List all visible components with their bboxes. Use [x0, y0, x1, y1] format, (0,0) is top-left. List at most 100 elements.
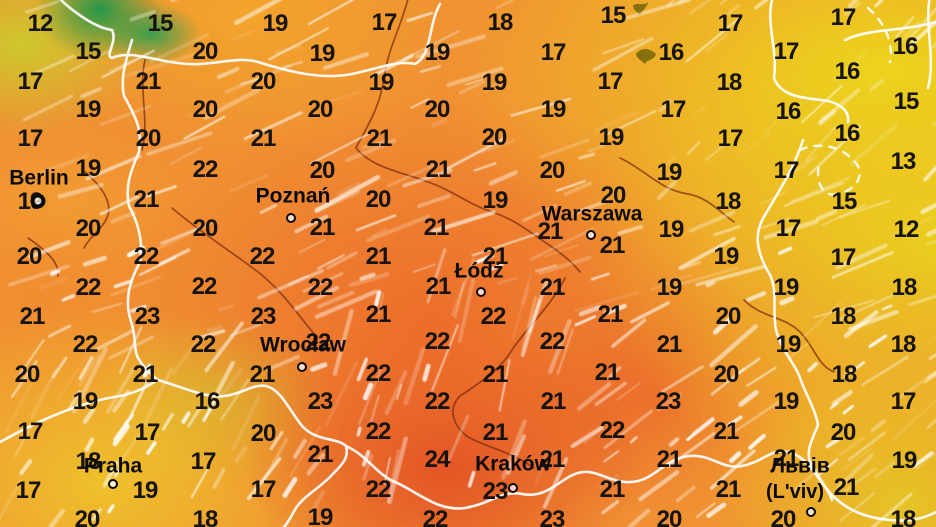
temp-label: 19: [307, 504, 334, 527]
temp-label: 22: [190, 331, 217, 358]
city-label: Wrocław: [260, 333, 346, 357]
temp-label: 21: [773, 445, 800, 472]
temp-label: 17: [775, 215, 802, 242]
temp-label: 18: [891, 274, 918, 301]
temp-label: 16: [892, 33, 919, 60]
temp-label: 22: [72, 331, 99, 358]
temp-label: 18: [830, 303, 857, 330]
temp-label: 17: [250, 476, 277, 503]
temp-label: 18: [831, 361, 858, 388]
temp-label: 17: [717, 10, 744, 37]
temp-label: 19: [482, 187, 509, 214]
city-label: Warszawa: [541, 202, 643, 226]
temp-label: 17: [540, 39, 567, 66]
temp-label: 23: [307, 388, 334, 415]
temp-label: 22: [365, 418, 392, 445]
temp-label: 20: [713, 361, 740, 388]
city-label: Львів: [770, 454, 830, 478]
temp-label: 20: [770, 506, 797, 527]
temp-label: 17: [890, 388, 917, 415]
city-label: Łódź: [454, 259, 504, 283]
temp-label: 21: [135, 68, 162, 95]
temp-label: 21: [366, 125, 393, 152]
temp-label: 19: [891, 447, 918, 474]
temp-label: 21: [833, 474, 860, 501]
temp-label: 16: [194, 388, 221, 415]
temp-label: 19: [773, 274, 800, 301]
temp-label: 18: [890, 331, 917, 358]
temp-label: 17: [830, 4, 857, 31]
temp-label: 21: [307, 441, 334, 468]
temp-label: 21: [482, 419, 509, 446]
city-marker: [30, 193, 46, 209]
temp-label: 20: [135, 125, 162, 152]
temp-label: 22: [539, 328, 566, 355]
temp-label: 21: [594, 359, 621, 386]
temp-label: 23: [482, 478, 509, 505]
temp-label: 20: [481, 124, 508, 151]
temp-label: 23: [655, 388, 682, 415]
temp-label: 16: [775, 98, 802, 125]
temp-label: 21: [540, 388, 567, 415]
temp-label: 19: [656, 159, 683, 186]
temp-label: 21: [250, 125, 277, 152]
temp-label: 21: [656, 331, 683, 358]
temp-label: 15: [75, 38, 102, 65]
temp-label: 19: [75, 155, 102, 182]
temp-label: 20: [539, 157, 566, 184]
temp-label: 20: [16, 243, 43, 270]
temp-label: 19: [598, 124, 625, 151]
temp-label: 19: [75, 96, 102, 123]
city-marker: [286, 213, 296, 223]
temp-label: 16: [658, 39, 685, 66]
city-marker: [586, 230, 596, 240]
temp-label: 19: [368, 69, 395, 96]
temp-label: 21: [715, 476, 742, 503]
city-marker: [806, 507, 816, 517]
temp-label: 21: [656, 446, 683, 473]
temp-label: 20: [75, 215, 102, 242]
city-marker: [297, 362, 307, 372]
temp-label: 22: [424, 388, 451, 415]
temp-label: 15: [600, 2, 627, 29]
temp-label: 19: [262, 10, 289, 37]
temp-label: 22: [191, 273, 218, 300]
temp-label: 17: [773, 157, 800, 184]
temp-label: 19: [424, 39, 451, 66]
temp-label: 21: [19, 303, 46, 330]
temp-label: 22: [249, 243, 276, 270]
temp-label: 21: [482, 243, 509, 270]
city-label: Poznań: [255, 184, 331, 208]
temp-label: 18: [487, 9, 514, 36]
temp-label: 21: [365, 301, 392, 328]
temp-label: 23: [539, 506, 566, 527]
temp-label: 19: [713, 243, 740, 270]
city-marker: [508, 483, 518, 493]
temp-label: 17: [15, 477, 42, 504]
temp-label: 15: [831, 188, 858, 215]
temp-label: 22: [422, 506, 449, 527]
city-label: Berlin: [9, 166, 69, 190]
temp-label: 19: [132, 477, 159, 504]
temp-label: 17: [371, 9, 398, 36]
temp-label: 21: [365, 243, 392, 270]
temp-label: 19: [775, 331, 802, 358]
temp-label: 22: [75, 274, 102, 301]
temp-label: 20: [250, 420, 277, 447]
temp-label: 22: [365, 476, 392, 503]
temp-label: 22: [133, 243, 160, 270]
temp-label: 22: [424, 328, 451, 355]
temp-label: 21: [425, 156, 452, 183]
temp-label: 21: [425, 273, 452, 300]
temp-label: 20: [74, 506, 101, 527]
temp-label: 21: [597, 301, 624, 328]
temp-label: 18: [890, 506, 917, 527]
city-marker: [108, 479, 118, 489]
temp-label: 18: [192, 506, 219, 527]
temp-label: 15: [893, 88, 920, 115]
temp-label: 21: [249, 361, 276, 388]
temp-label: 17: [134, 419, 161, 446]
temp-label: 12: [27, 10, 54, 37]
